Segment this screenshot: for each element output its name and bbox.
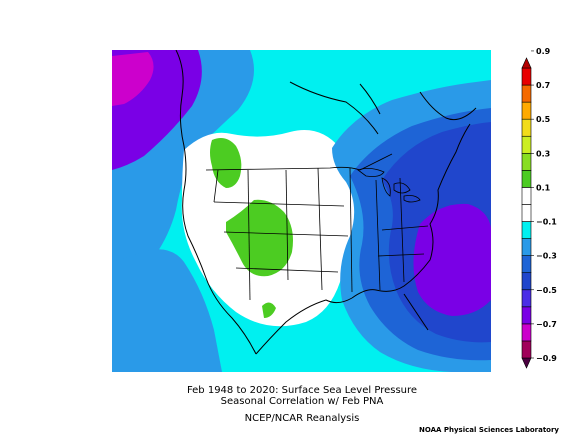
colorbar-bin xyxy=(521,57,532,69)
colorbar: 0.9 0.7 0.5 0.3 0.1 −0.1 −0.3 −0.5 −0.7 −0.9 xyxy=(521,47,557,369)
colorbar-tick-label: 0.3 xyxy=(536,149,550,158)
colorbar-tick-label: 0.1 xyxy=(536,183,551,192)
colorbar-bin xyxy=(521,272,532,291)
map-panel xyxy=(112,50,491,372)
colorbar-bin xyxy=(521,135,532,154)
great-lakes xyxy=(357,168,421,203)
green-patch-central xyxy=(226,199,293,277)
colorbar-bin xyxy=(521,238,532,256)
caption-dataset: NCEP/NCAR Reanalysis xyxy=(244,413,360,424)
colorbar-tick-label: −0.1 xyxy=(536,218,557,227)
colorbar-bin xyxy=(521,152,532,171)
colorbar-bin xyxy=(521,221,532,239)
colorbar-bin xyxy=(521,204,532,222)
colorbar-bin xyxy=(521,118,532,137)
green-patch-north xyxy=(210,138,242,188)
colorbar-tick-label: 0.7 xyxy=(536,81,550,90)
colorbar-tick-label: 0.9 xyxy=(536,47,551,56)
caption-title: Feb 1948 to 2020: Surface Sea Level Pres… xyxy=(186,385,418,396)
nw-magenta-core xyxy=(112,52,154,106)
green-patch-south xyxy=(262,302,276,318)
colorbar-bin xyxy=(521,289,532,308)
state-borders xyxy=(205,153,429,301)
colorbar-bin xyxy=(521,306,532,325)
colorbar-tick-label: 0.5 xyxy=(536,115,551,124)
colorbar-bin xyxy=(521,255,532,274)
colorbar-bin xyxy=(521,170,532,188)
colorbar-bin xyxy=(521,340,532,359)
colorbar-bin xyxy=(521,323,532,342)
colorbar-bin xyxy=(521,101,532,120)
caption-subtitle: Seasonal Correlation w/ Feb PNA xyxy=(220,396,384,407)
credit-text: NOAA Physical Sciences Laboratory xyxy=(418,426,559,434)
colorbar-bin xyxy=(521,84,532,103)
colorbar-tick-label: −0.7 xyxy=(536,320,557,329)
colorbar-tick-label: −0.9 xyxy=(536,354,557,363)
atlantic-violet-core xyxy=(413,203,491,316)
colorbar-bin xyxy=(521,187,532,205)
sw-light-blue-region xyxy=(112,249,222,372)
colorbar-tick-label: −0.3 xyxy=(536,252,557,261)
colorbar-tick-label: −0.5 xyxy=(536,286,557,295)
colorbar-bin xyxy=(521,357,532,369)
colorbar-bin xyxy=(521,67,532,86)
coastlines xyxy=(175,50,477,355)
